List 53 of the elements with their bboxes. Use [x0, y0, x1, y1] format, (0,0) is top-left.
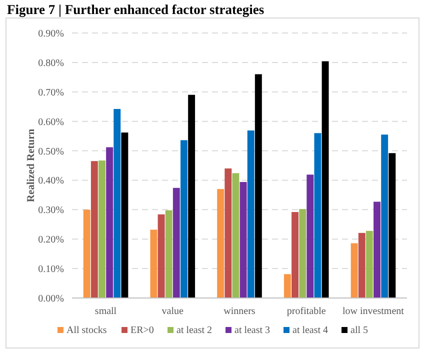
bar: [292, 212, 298, 298]
y-tick-label: 0.60%: [38, 116, 64, 128]
x-tick-label: profitable: [286, 306, 326, 317]
y-tick-label: 0.40%: [38, 176, 64, 187]
legend-label: ER>0: [130, 325, 154, 336]
chart-title: Figure 7 | Further enhanced factor strategies: [7, 2, 264, 17]
bar: [247, 130, 254, 298]
bar: [381, 134, 388, 298]
bar: [217, 189, 224, 298]
bar: [240, 182, 247, 298]
y-axis-title: Realized Return: [26, 128, 37, 202]
bar: [350, 243, 358, 298]
bar: [83, 210, 90, 298]
bar: [121, 132, 128, 298]
bar: [158, 214, 165, 298]
bar: [98, 160, 106, 298]
bar: [358, 232, 366, 298]
bar: [284, 274, 291, 298]
y-tick-label: 0.30%: [38, 205, 64, 216]
legend-label: at least 3: [234, 325, 270, 336]
legend-label: at least 2: [176, 325, 212, 336]
bar: [322, 61, 329, 298]
y-tick-label: 0.70%: [38, 87, 64, 98]
bar: [388, 153, 396, 298]
bar: [232, 173, 240, 298]
x-tick-label: winners: [224, 306, 256, 317]
bar: [114, 108, 121, 298]
bar: [165, 210, 172, 298]
x-tick-label: low investment: [342, 306, 404, 317]
bar: [150, 230, 158, 298]
legend-label: at least 4: [292, 325, 328, 336]
bar: [172, 188, 180, 298]
bar: [374, 202, 380, 298]
legend-label: all 5: [350, 325, 368, 336]
bar: [254, 74, 262, 298]
bar: [366, 230, 373, 298]
y-tick-label: 0.20%: [38, 234, 64, 246]
bar: [106, 147, 114, 298]
x-tick-label: value: [162, 306, 184, 317]
y-tick-label: 0.90%: [38, 28, 64, 40]
bar: [180, 140, 188, 298]
y-tick-label: 0.10%: [38, 264, 64, 276]
y-tick-label: 0.00%: [38, 294, 64, 304]
x-tick-label: small: [94, 306, 117, 317]
bar: [299, 209, 306, 298]
bar: [90, 161, 98, 298]
bar: [188, 94, 196, 298]
bar: [224, 168, 232, 298]
bar: [306, 174, 314, 298]
bar: [314, 133, 322, 298]
y-tick-label: 0.80%: [38, 58, 64, 69]
legend-label: All stocks: [66, 325, 107, 336]
y-tick-label: 0.50%: [38, 146, 64, 158]
